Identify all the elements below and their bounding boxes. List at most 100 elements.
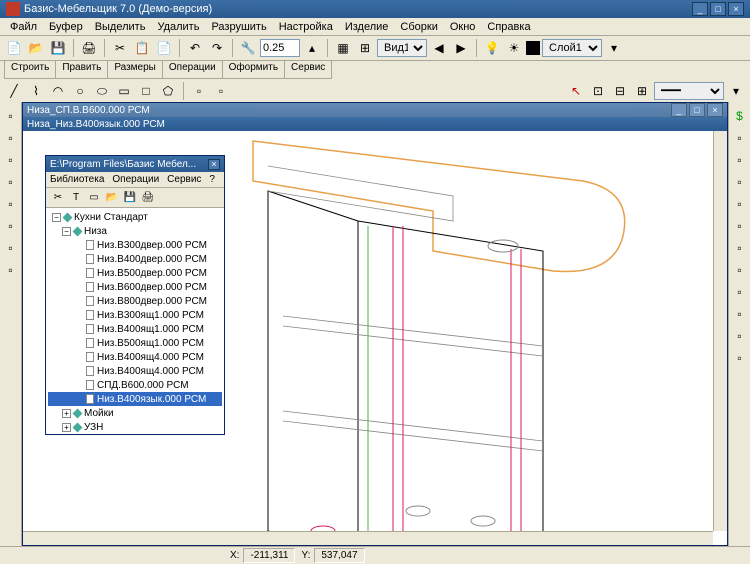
rtool-4-icon[interactable]: ▫ — [730, 194, 750, 214]
tab-build[interactable]: Строить — [4, 61, 56, 79]
lib-cut-icon[interactable]: ✂ — [50, 190, 66, 206]
menu-explode[interactable]: Разрушить — [205, 19, 272, 35]
tab-format[interactable]: Оформить — [222, 61, 285, 79]
ltool-4-icon[interactable]: ▫ — [1, 172, 21, 192]
tree-item[interactable]: Низ.В300двер.000 РСМ — [48, 238, 222, 252]
lib-text-icon[interactable]: T — [68, 190, 84, 206]
ellipse-icon[interactable]: ⬭ — [92, 81, 112, 101]
tree-item[interactable]: Низ.В400ящ4.000 РСМ — [48, 364, 222, 378]
rtool-8-icon[interactable]: ▫ — [730, 282, 750, 302]
new-file-icon[interactable]: 📄 — [4, 38, 24, 58]
doc-tab-inactive[interactable]: Низа_СП.В.В600.000 РСМ _□× — [23, 103, 727, 117]
menu-settings[interactable]: Настройка — [273, 19, 339, 35]
menu-product[interactable]: Изделие — [339, 19, 395, 35]
rect2-icon[interactable]: □ — [136, 81, 156, 101]
tab-service[interactable]: Сервис — [284, 61, 332, 79]
grid-icon[interactable]: ▦ — [333, 38, 353, 58]
menu-assemblies[interactable]: Сборки — [394, 19, 443, 35]
ltool-1-icon[interactable]: ▫ — [1, 106, 21, 126]
menu-delete[interactable]: Удалить — [151, 19, 205, 35]
color-icon[interactable] — [526, 41, 540, 55]
maximize-button[interactable]: □ — [710, 2, 726, 16]
rtool-10-icon[interactable]: ▫ — [730, 326, 750, 346]
lib-menu-operations[interactable]: Операции — [112, 174, 159, 185]
tree-folder[interactable]: +УЗН — [48, 420, 222, 434]
tab-dimensions[interactable]: Размеры — [107, 61, 163, 79]
rtool-dollar-icon[interactable]: $ — [730, 106, 750, 126]
undo-icon[interactable]: ↶ — [185, 38, 205, 58]
bulb-icon[interactable]: 💡 — [482, 38, 502, 58]
doc-tab-active[interactable]: Низа_Низ.В400язык.000 РСМ — [23, 117, 727, 131]
lib-close-icon[interactable]: × — [208, 159, 220, 170]
lib-open-icon[interactable]: 📂 — [104, 190, 120, 206]
collapse-icon[interactable]: − — [52, 213, 61, 222]
close-button[interactable]: × — [728, 2, 744, 16]
tree-root[interactable]: −Кухни Стандарт — [48, 210, 222, 224]
doc-min-icon[interactable]: _ — [671, 103, 687, 117]
tree-item[interactable]: Низ.В500ящ1.000 РСМ — [48, 336, 222, 350]
collapse-icon[interactable]: − — [62, 227, 71, 236]
lib-menu-library[interactable]: Библиотека — [50, 174, 104, 185]
rtool-5-icon[interactable]: ▫ — [730, 216, 750, 236]
ltool-8-icon[interactable]: ▫ — [1, 260, 21, 280]
ltool-7-icon[interactable]: ▫ — [1, 238, 21, 258]
snap2-icon[interactable]: ⊟ — [610, 81, 630, 101]
rtool-6-icon[interactable]: ▫ — [730, 238, 750, 258]
rtool-11-icon[interactable]: ▫ — [730, 348, 750, 368]
print-icon[interactable]: 🖨 — [79, 38, 99, 58]
menu-file[interactable]: Файл — [4, 19, 43, 35]
tree-item[interactable]: Низ.В500двер.000 РСМ — [48, 266, 222, 280]
menu-help[interactable]: Справка — [481, 19, 536, 35]
rtool-7-icon[interactable]: ▫ — [730, 260, 750, 280]
lib-panel-icon[interactable]: ▭ — [86, 190, 102, 206]
rtool-9-icon[interactable]: ▫ — [730, 304, 750, 324]
nav-left-icon[interactable]: ◀ — [429, 38, 449, 58]
open-file-icon[interactable]: 📂 — [26, 38, 46, 58]
vertical-scrollbar[interactable] — [713, 131, 727, 531]
cut-icon[interactable]: ✂ — [110, 38, 130, 58]
rtool-2-icon[interactable]: ▫ — [730, 150, 750, 170]
redo-icon[interactable]: ↷ — [207, 38, 227, 58]
lib-menu-service[interactable]: Сервис — [167, 174, 201, 185]
tree-item-selected[interactable]: Низ.В400язык.000 РСМ — [48, 392, 222, 406]
menu-buffer[interactable]: Буфер — [43, 19, 89, 35]
tree-folder[interactable]: +Мойки — [48, 406, 222, 420]
horizontal-scrollbar[interactable] — [23, 531, 713, 545]
paste-icon[interactable]: 📄 — [154, 38, 174, 58]
expand-icon[interactable]: + — [62, 423, 71, 432]
tree-folder-niza[interactable]: −Низа — [48, 224, 222, 238]
save-icon[interactable]: 💾 — [48, 38, 68, 58]
cursor-icon[interactable]: ↖ — [566, 81, 586, 101]
polygon-icon[interactable]: ⬠ — [158, 81, 178, 101]
snap1-icon[interactable]: ⊡ — [588, 81, 608, 101]
menu-select[interactable]: Выделить — [89, 19, 152, 35]
sun-icon[interactable]: ☀ — [504, 38, 524, 58]
layer-options-icon[interactable]: ▾ — [604, 38, 624, 58]
tool-a-icon[interactable]: ▫ — [189, 81, 209, 101]
spinner-up-icon[interactable]: ▴ — [302, 38, 322, 58]
expand-icon[interactable]: + — [62, 409, 71, 418]
tree-item[interactable]: Низ.В400ящ1.000 РСМ — [48, 322, 222, 336]
tree-item[interactable]: Низ.В600двер.000 РСМ — [48, 280, 222, 294]
doc-close-icon[interactable]: × — [707, 103, 723, 117]
tree-item[interactable]: СПД.В600.000 РСМ — [48, 378, 222, 392]
rect-icon[interactable]: ▭ — [114, 81, 134, 101]
lib-save-icon[interactable]: 💾 — [122, 190, 138, 206]
tab-edit[interactable]: Править — [55, 61, 108, 79]
more-icon[interactable]: ▾ — [726, 81, 746, 101]
snap-icon[interactable]: ⊞ — [355, 38, 375, 58]
tab-operations[interactable]: Операции — [162, 61, 223, 79]
view-select[interactable]: Вид1 — [377, 39, 427, 57]
rtool-1-icon[interactable]: ▫ — [730, 128, 750, 148]
nav-right-icon[interactable]: ▶ — [451, 38, 471, 58]
tool-icon[interactable]: 🔧 — [238, 38, 258, 58]
library-tree[interactable]: −Кухни Стандарт −Низа Низ.В300двер.000 Р… — [46, 208, 224, 434]
lib-menu-help[interactable]: ? — [209, 174, 215, 185]
ltool-2-icon[interactable]: ▫ — [1, 128, 21, 148]
polyline-icon[interactable]: ⌇ — [26, 81, 46, 101]
circle-icon[interactable]: ○ — [70, 81, 90, 101]
doc-max-icon[interactable]: □ — [689, 103, 705, 117]
arc-icon[interactable]: ◠ — [48, 81, 68, 101]
layer-select[interactable]: Слой1 — [542, 39, 602, 57]
rtool-3-icon[interactable]: ▫ — [730, 172, 750, 192]
